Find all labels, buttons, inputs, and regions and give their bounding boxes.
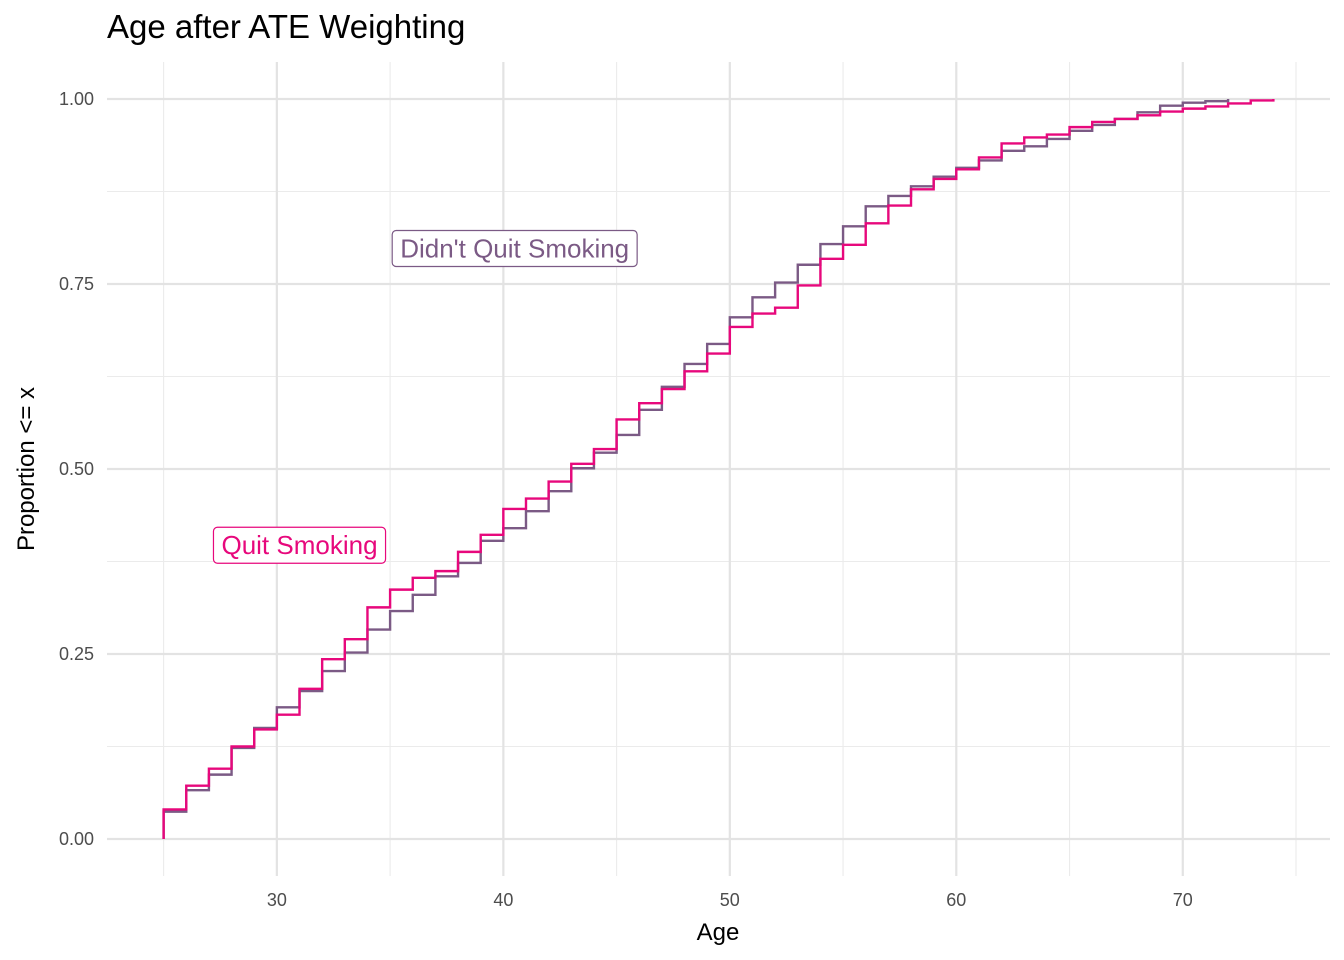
y-axis-title: Proportion <= x [13,387,40,551]
x-tick-label: 40 [493,890,513,910]
x-axis-ticks: 30 40 50 60 70 [267,890,1193,910]
series-line-didn-t-quit-smoking [162,99,1230,839]
y-tick-label: 0.50 [59,459,94,479]
major-grid [107,62,1330,876]
series-line-quit-smoking [162,99,1275,839]
x-tick-label: 60 [946,890,966,910]
annotation-box [212,526,387,564]
annotation-label: Quit Smoking [221,530,377,560]
y-tick-label: 0.25 [59,644,94,664]
chart-title: Age after ATE Weighting [107,8,466,45]
series-lines [162,99,1275,839]
annotation-box [391,229,638,268]
x-tick-label: 70 [1173,890,1193,910]
x-tick-label: 30 [267,890,287,910]
y-tick-label: 0.75 [59,274,94,294]
x-tick-label: 50 [720,890,740,910]
annotation-label: Didn't Quit Smoking [400,233,629,263]
series-annotation: Quit Smoking [212,526,387,564]
series-annotation: Didn't Quit Smoking [391,229,638,268]
y-tick-label: 0.00 [59,829,94,849]
y-tick-label: 1.00 [59,89,94,109]
annotations: Didn't Quit Smoking Quit Smoking [212,229,638,564]
x-axis-title: Age [697,919,740,946]
y-axis-ticks: 0.00 0.25 0.50 0.75 1.00 [59,89,94,849]
